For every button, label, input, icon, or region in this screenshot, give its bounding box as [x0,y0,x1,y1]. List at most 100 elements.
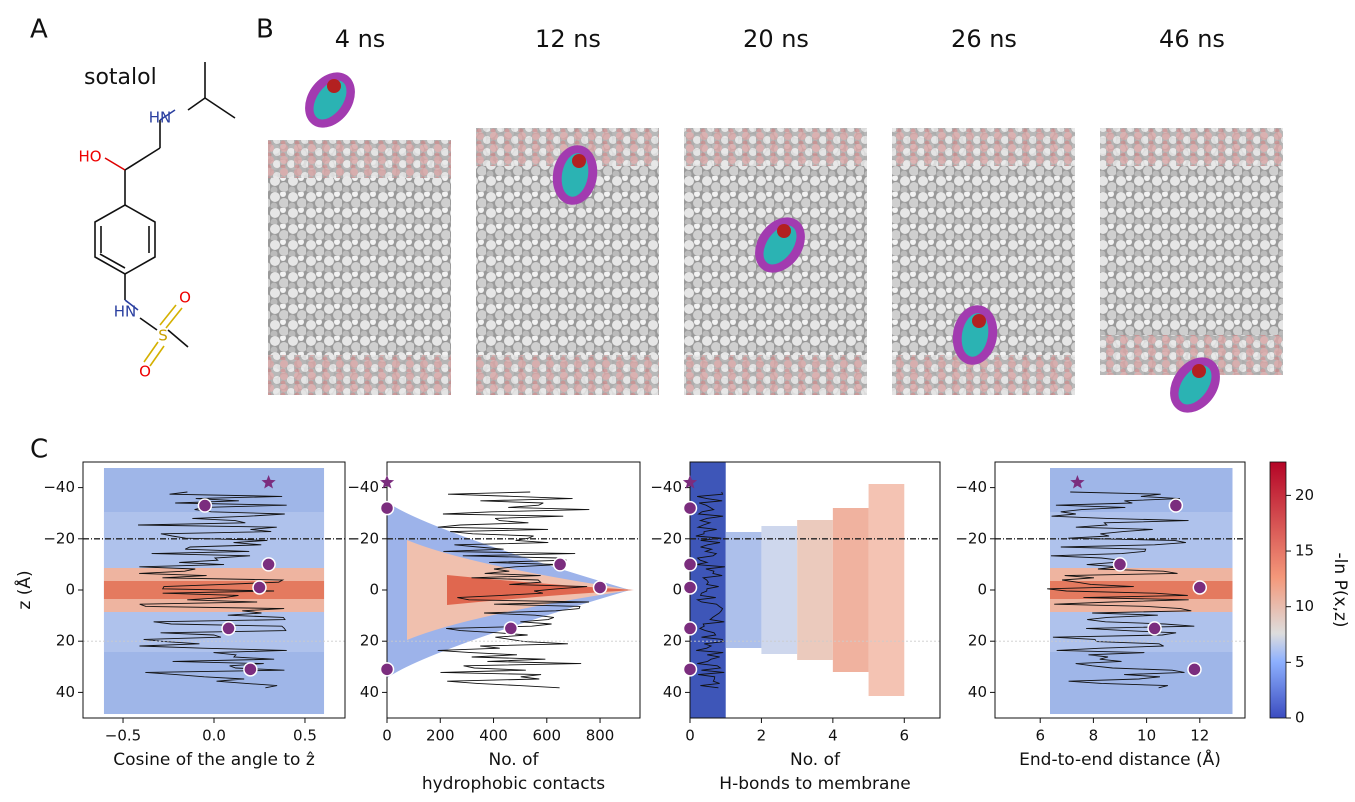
y-tick-label: 40 [968,683,987,701]
drug-molecule [572,154,586,168]
y-tick-label: 0 [65,581,75,599]
colorbar-tick-label: 20 [1295,486,1314,504]
trajectory-point [1147,621,1162,636]
trajectory-point [682,621,698,636]
x-axis-label: H-bonds to membrane [719,774,910,794]
colorbar-tick-label: 15 [1295,542,1314,560]
y-tick-label: −20 [650,529,682,547]
trajectory-point [379,662,395,677]
trajectory-point [252,580,267,595]
headgroups [1100,128,1283,166]
x-axis-label: No. of [790,750,841,770]
snapshot-title: 46 ns [1159,25,1225,53]
trajectory-point [592,580,608,595]
heatmap [103,468,325,714]
trajectory [1047,491,1195,689]
colorbar-tick-label: 0 [1295,709,1305,727]
y-tick-label: −20 [43,529,75,547]
drug-molecule [777,224,791,238]
drug-molecule [972,314,986,328]
trajectory-point [1112,557,1128,572]
membrane-snapshot [1100,128,1283,375]
drug-molecule [1192,364,1206,378]
y-tick-label: 0 [672,581,682,599]
trajectory [437,491,590,689]
start-marker [682,475,698,489]
x-tick-label: 0 [685,727,695,745]
trajectory-point [552,557,568,572]
atom-label: HN [149,109,172,127]
trajectory-point [682,557,698,572]
panel-label: B [256,15,274,45]
x-tick-label: 12 [1190,727,1209,745]
atom-label: S [158,327,168,345]
y-tick-label: 40 [663,683,682,701]
x-tick-label: 400 [479,727,508,745]
x-axis-label: End-to-end distance (Å) [1019,748,1221,770]
trajectory-point [379,500,395,516]
start-marker [1070,475,1085,489]
density [832,508,869,672]
trajectory-point [197,498,213,513]
trajectory-point [261,557,276,572]
density [797,520,833,660]
y-tick-label: 0 [369,581,379,599]
atom-label: HO [78,148,101,166]
density [868,484,905,696]
x-tick-label: 0 [382,727,392,745]
y-tick-label: −40 [955,478,987,496]
y-tick-label: −40 [650,478,682,496]
snapshot-title: 26 ns [951,25,1017,53]
x-tick-label: −0.5 [105,727,141,745]
headgroups [684,128,867,166]
x-tick-label: 200 [426,727,455,745]
y-tick-label: 20 [360,632,379,650]
start-marker [379,475,395,489]
x-tick-label: 6 [1035,727,1045,745]
trajectory-point [221,621,236,636]
y-tick-label: −20 [347,529,379,547]
trajectory-point [682,662,698,677]
molecule-structure [94,62,236,367]
atom-label: HN [114,303,137,321]
y-tick-label: −20 [955,529,987,547]
colorbar-tick-label: 10 [1295,597,1314,615]
atom-label: O [139,363,151,381]
x-tick-label: 2 [757,727,767,745]
y-axis-label: z (Å) [13,570,35,609]
molecule-name: sotalol [84,65,157,90]
x-tick-label: 800 [586,727,615,745]
y-tick-label: 40 [56,683,75,701]
y-tick-label: 20 [968,632,987,650]
trajectory-point [682,500,698,516]
headgroups [268,355,451,395]
x-axis-label: Cosine of the angle to ẑ [113,750,315,770]
headgroups [268,140,451,178]
x-tick-label: 6 [900,727,910,745]
y-tick-label: 20 [663,632,682,650]
start-marker [261,475,276,489]
x-axis-label: hydrophobic contacts [422,774,605,794]
x-tick-label: 0.0 [202,727,226,745]
x-tick-label: 0.5 [293,727,317,745]
y-tick-label: −40 [347,478,379,496]
snapshot-title: 12 ns [535,25,601,53]
y-tick-label: 0 [977,581,987,599]
x-tick-label: 8 [1089,727,1099,745]
trajectory-point [1192,580,1208,595]
y-tick-label: 20 [56,632,75,650]
x-tick-label: 10 [1137,727,1156,745]
panel-label: C [30,435,48,465]
atom-label: O [179,289,191,307]
headgroups [892,355,1075,395]
density [1050,581,1233,599]
colorbar [1269,461,1287,719]
trajectory [138,491,287,689]
heatmap [690,462,905,718]
trajectory-point [503,621,519,636]
snapshot-title: 4 ns [335,25,386,53]
colorbar-tick-label: 5 [1295,653,1305,671]
headgroups [892,128,1075,166]
trajectory-point [243,662,258,677]
